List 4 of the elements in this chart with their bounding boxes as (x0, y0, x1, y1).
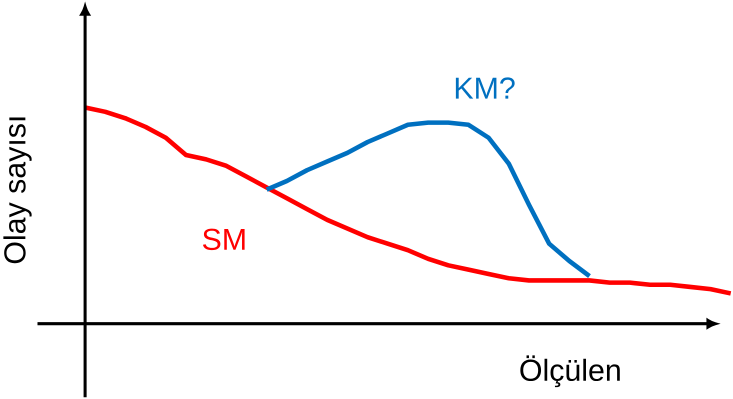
series-label: SM (202, 228, 245, 250)
x-axis-title: Ölçülen (520, 355, 620, 388)
series-label: KM? (456, 78, 515, 99)
y-axis-title: Olay sayısı (3, 118, 32, 264)
